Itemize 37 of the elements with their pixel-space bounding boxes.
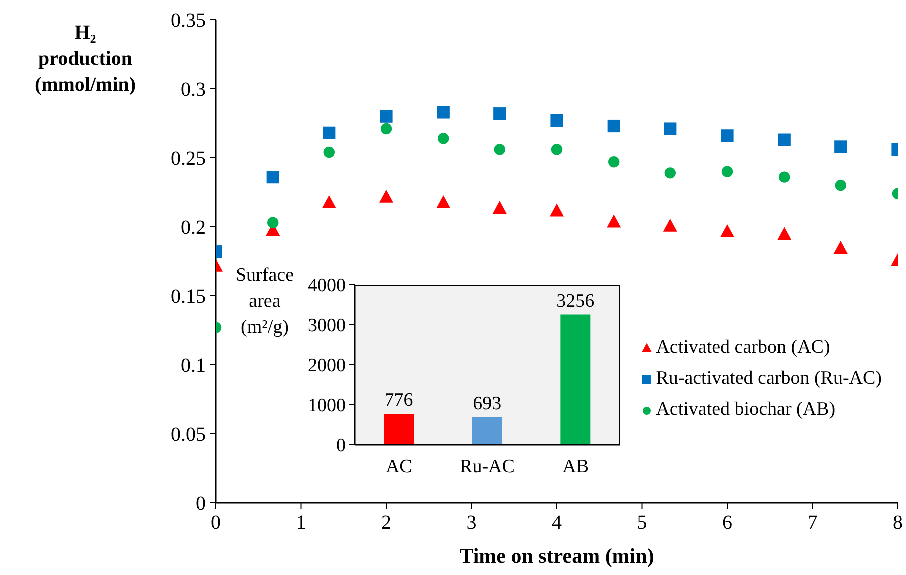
y-axis-title: H₂ production (mmol/min) bbox=[34, 21, 138, 98]
x-tick-label: 1 bbox=[296, 512, 306, 534]
bar bbox=[560, 314, 591, 445]
y-tick-label: 0 bbox=[196, 493, 206, 516]
bar bbox=[384, 414, 414, 445]
legend-label: Ru-activated carbon (Ru-AC) bbox=[656, 368, 882, 390]
y-tick-label: 0 bbox=[336, 436, 346, 457]
x-tick-label: 6 bbox=[722, 512, 732, 534]
x-tick-label: 0 bbox=[211, 512, 221, 534]
legend-label: Activated biochar (AB) bbox=[656, 398, 836, 420]
y-tick-label: 0.3 bbox=[181, 79, 206, 102]
y-tick-label: 2000 bbox=[308, 356, 346, 377]
x-tick-label: 4 bbox=[552, 512, 562, 534]
x-tick-label: 3 bbox=[466, 512, 477, 534]
x-tick-label: 7 bbox=[808, 512, 818, 534]
y-tick-label: 0.05 bbox=[171, 424, 206, 446]
y-tick-label: 0.15 bbox=[171, 286, 206, 308]
y-tick-label: 1000 bbox=[308, 396, 346, 417]
legend-label: Activated carbon (AC) bbox=[656, 336, 830, 358]
data-label: 693 bbox=[473, 393, 502, 414]
x-axis-title: Time on stream (min) bbox=[460, 544, 654, 568]
data-label: 3256 bbox=[556, 290, 595, 312]
x-tick-label: 5 bbox=[637, 512, 648, 534]
y-tick-label: 0.25 bbox=[171, 148, 206, 170]
data-label: 776 bbox=[384, 390, 414, 411]
y-tick-label: 0.35 bbox=[171, 10, 206, 32]
y-tick-label: 3000 bbox=[308, 316, 346, 337]
x-tick-label: 2 bbox=[382, 512, 392, 534]
bar bbox=[472, 417, 502, 445]
x-tick-label: AB bbox=[562, 456, 590, 478]
x-tick-label: 8 bbox=[893, 512, 903, 534]
x-tick-label: AC bbox=[386, 456, 412, 478]
x-tick-label: Ru-AC bbox=[460, 456, 515, 478]
y-tick-label: 4000 bbox=[308, 276, 346, 297]
y-tick-label: 0.1 bbox=[181, 355, 206, 378]
y-axis-title: Surface area (m²/g) bbox=[234, 264, 296, 340]
y-tick-label: 0.2 bbox=[181, 217, 206, 240]
